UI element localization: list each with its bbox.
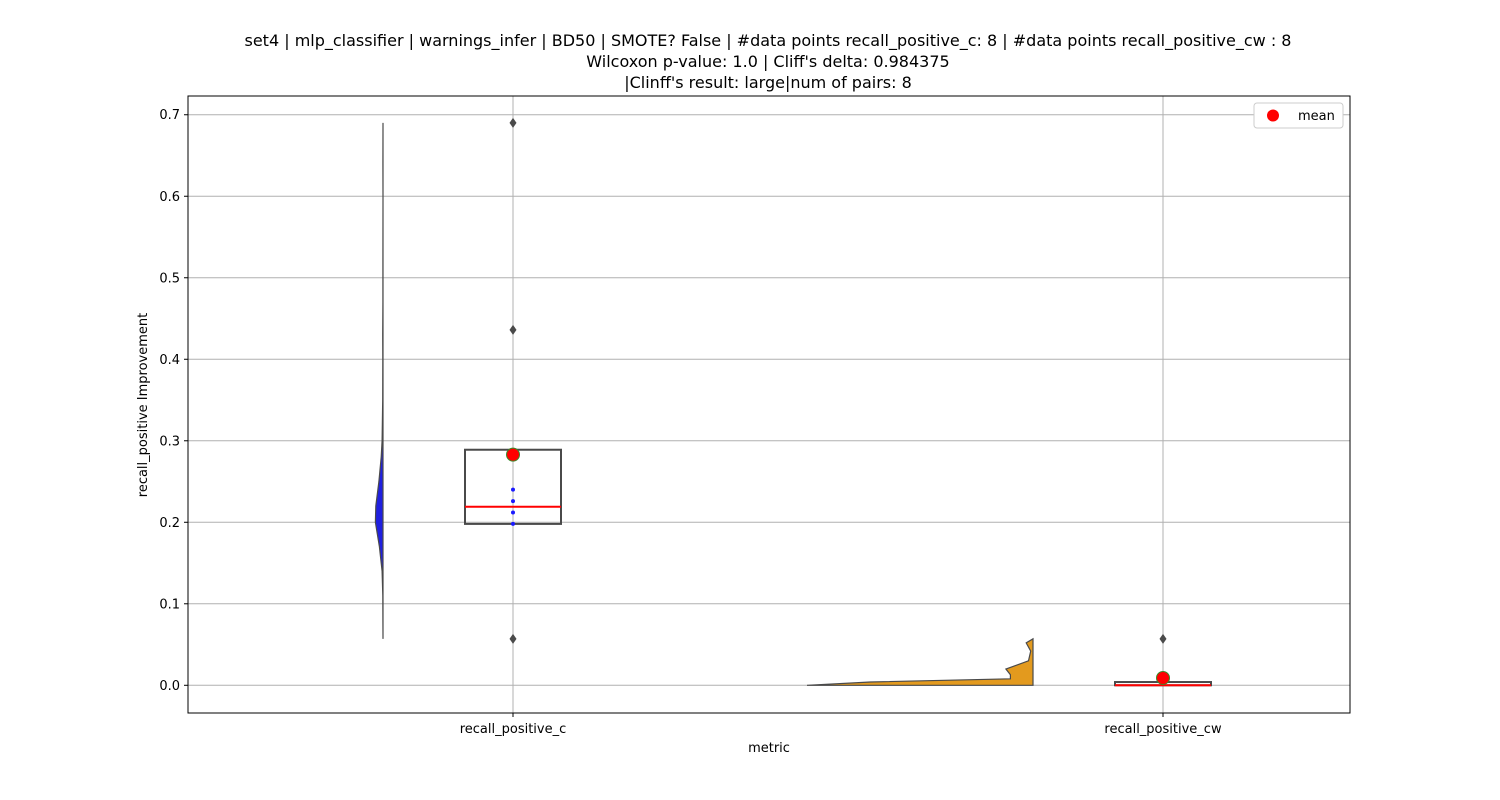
y-tick-label: 0.1 [159, 597, 180, 612]
data-point [511, 510, 515, 515]
y-tick-label: 0.3 [159, 434, 180, 449]
data-point [511, 499, 515, 504]
y-tick-label: 0.4 [159, 353, 180, 368]
boxplots [464, 117, 1212, 687]
y-tick-label: 0.6 [159, 190, 180, 205]
y-tick-label: 0.0 [159, 679, 180, 694]
outlier-marker [509, 324, 517, 335]
y-axis-ticks: 0.0 0.1 0.2 0.3 0.4 0.5 0.6 0.7 [159, 108, 188, 694]
x-tick-label: recall_positive_c [460, 722, 567, 737]
grid [188, 96, 1350, 713]
data-point [511, 487, 515, 492]
x-axis-ticks: recall_positive_c recall_positive_cw [460, 713, 1222, 737]
legend: mean [1253, 102, 1344, 129]
outlier-marker [509, 633, 517, 644]
chart-title: set4 | mlp_classifier | warnings_infer |… [245, 31, 1292, 92]
outlier-marker [1159, 633, 1167, 644]
y-tick-label: 0.7 [159, 108, 180, 123]
legend-mean-label: mean [1298, 109, 1335, 124]
legend-mean-marker [1267, 109, 1279, 122]
plot-area-frame [187, 95, 1351, 714]
mean-marker [1156, 670, 1170, 685]
violin-recall_positive_cw [806, 637, 1034, 686]
legend-frame [1253, 102, 1344, 129]
violin-recall_positive_c [374, 122, 384, 639]
title-line-1: set4 | mlp_classifier | warnings_infer |… [245, 31, 1292, 51]
outlier-marker [509, 117, 517, 128]
title-line-2: Wilcoxon p-value: 1.0 | Cliff's delta: 0… [586, 52, 949, 71]
violins [374, 122, 1034, 686]
title-line-3: |Clinff's result: large|num of pairs: 8 [624, 73, 912, 92]
x-axis-label: metric [748, 741, 790, 756]
x-tick-label: recall_positive_cw [1104, 722, 1222, 737]
y-axis-label: recall_positive Improvement [136, 313, 151, 497]
y-tick-label: 0.5 [159, 271, 180, 286]
y-tick-label: 0.2 [159, 516, 180, 531]
data-point [511, 521, 515, 526]
mean-marker [506, 447, 520, 462]
